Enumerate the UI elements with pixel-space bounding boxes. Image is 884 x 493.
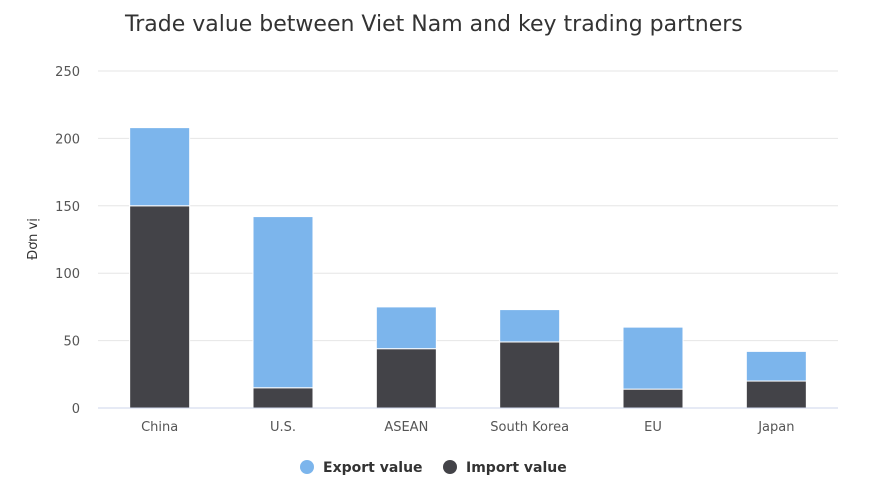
y-axis-label: Đơn vị xyxy=(26,218,41,260)
bars xyxy=(129,127,807,409)
legend-item-label[interactable]: Import value xyxy=(466,460,567,476)
x-tick-label: ASEAN xyxy=(384,420,428,435)
legend-item-label[interactable]: Export value xyxy=(323,460,423,476)
y-tick-label: 0 xyxy=(72,402,80,417)
x-axis-ticks: China U.S. ASEAN South Korea EU Japan xyxy=(141,420,794,435)
x-tick-label: Japan xyxy=(757,420,794,435)
y-tick-label: 150 xyxy=(55,200,80,215)
bar-export-value[interactable] xyxy=(745,350,807,382)
bar-export-value[interactable] xyxy=(252,216,314,389)
chart-title: Trade value between Viet Nam and key tra… xyxy=(125,12,743,37)
y-tick-label: 100 xyxy=(55,267,80,282)
bar-import-value[interactable] xyxy=(375,348,437,409)
bar-import-value[interactable] xyxy=(252,387,314,409)
legend: Export value Import value xyxy=(300,460,567,476)
x-tick-label: EU xyxy=(644,420,662,435)
bar-import-value[interactable] xyxy=(745,380,807,409)
bar-export-value[interactable] xyxy=(129,127,191,207)
legend-marker xyxy=(300,460,314,474)
y-tick-label: 50 xyxy=(63,335,80,350)
y-tick-label: 250 xyxy=(55,65,80,80)
y-axis-ticks: 0 50 100 150 200 250 xyxy=(55,65,80,417)
x-tick-label: South Korea xyxy=(490,420,569,435)
bar-export-value[interactable] xyxy=(375,306,437,350)
grid-lines xyxy=(98,70,838,342)
bar-import-value[interactable] xyxy=(499,341,561,409)
y-tick-label: 200 xyxy=(55,132,80,147)
bar-import-value[interactable] xyxy=(129,205,191,409)
bar-export-value[interactable] xyxy=(499,309,561,343)
x-tick-label: U.S. xyxy=(270,420,296,435)
x-tick-label: China xyxy=(141,420,178,435)
bar-import-value[interactable] xyxy=(622,388,684,409)
legend-marker xyxy=(443,460,457,474)
bar-export-value[interactable] xyxy=(622,326,684,390)
